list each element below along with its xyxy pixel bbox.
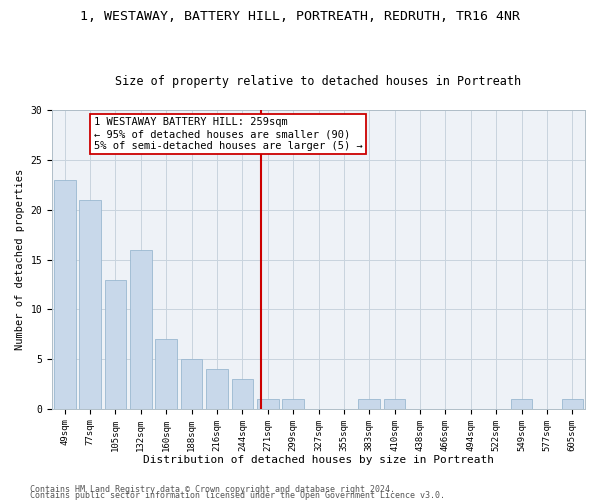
Bar xyxy=(384,399,406,409)
Text: 1 WESTAWAY BATTERY HILL: 259sqm
← 95% of detached houses are smaller (90)
5% of : 1 WESTAWAY BATTERY HILL: 259sqm ← 95% of… xyxy=(94,118,362,150)
Title: Size of property relative to detached houses in Portreath: Size of property relative to detached ho… xyxy=(115,76,521,88)
Bar xyxy=(130,250,152,409)
Text: Contains public sector information licensed under the Open Government Licence v3: Contains public sector information licen… xyxy=(30,491,445,500)
Bar xyxy=(257,399,278,409)
Bar xyxy=(104,280,126,409)
Y-axis label: Number of detached properties: Number of detached properties xyxy=(15,169,25,350)
Text: 1, WESTAWAY, BATTERY HILL, PORTREATH, REDRUTH, TR16 4NR: 1, WESTAWAY, BATTERY HILL, PORTREATH, RE… xyxy=(80,10,520,23)
Text: Contains HM Land Registry data © Crown copyright and database right 2024.: Contains HM Land Registry data © Crown c… xyxy=(30,485,395,494)
Bar xyxy=(358,399,380,409)
Bar xyxy=(206,369,228,409)
Bar xyxy=(511,399,532,409)
Bar xyxy=(283,399,304,409)
Bar xyxy=(562,399,583,409)
Bar xyxy=(79,200,101,409)
Bar xyxy=(232,379,253,409)
X-axis label: Distribution of detached houses by size in Portreath: Distribution of detached houses by size … xyxy=(143,455,494,465)
Bar xyxy=(54,180,76,409)
Bar xyxy=(181,359,202,409)
Bar xyxy=(155,339,177,409)
